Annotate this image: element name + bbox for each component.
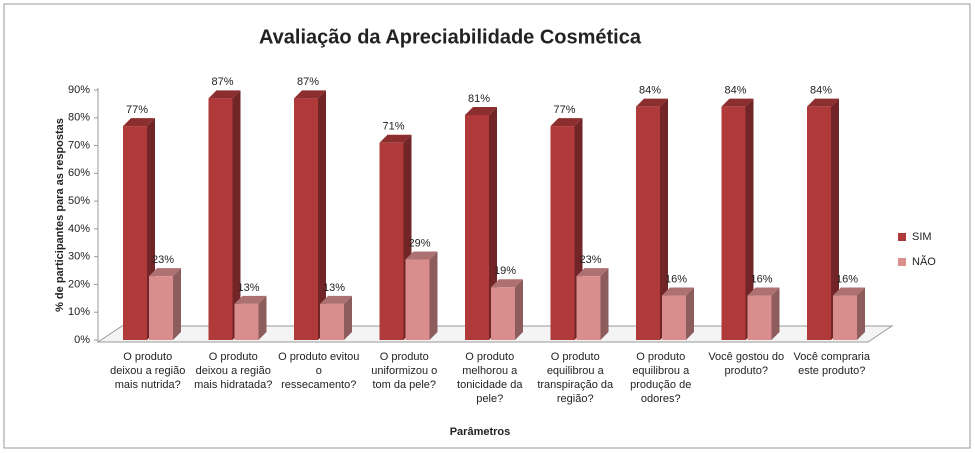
value-label: 87% xyxy=(211,76,233,88)
y-tick-label: 50% xyxy=(68,195,90,207)
chart-title: Avaliação da Apreciabilidade Cosmética xyxy=(259,26,642,48)
y-tick-label: 20% xyxy=(68,278,90,290)
bar-top xyxy=(747,287,780,296)
value-label: 29% xyxy=(408,237,430,249)
value-label: 16% xyxy=(665,273,687,285)
bar xyxy=(833,295,857,340)
value-label: 84% xyxy=(810,85,832,97)
bar xyxy=(379,142,404,340)
value-label: 23% xyxy=(579,254,601,266)
bar-side xyxy=(429,251,438,340)
y-tick-label: 40% xyxy=(68,223,90,235)
bar-side xyxy=(318,90,326,340)
bar-side xyxy=(600,268,609,340)
legend-swatch xyxy=(898,233,906,241)
y-tick-label: 10% xyxy=(68,306,90,318)
bar-side xyxy=(857,287,865,340)
bar-side xyxy=(232,90,241,340)
value-label: 77% xyxy=(126,104,148,116)
bar xyxy=(320,303,344,340)
bar xyxy=(491,287,515,340)
value-label: 77% xyxy=(553,104,575,116)
legend-swatch xyxy=(898,258,906,266)
value-label: 13% xyxy=(237,282,259,294)
bar-side xyxy=(831,98,839,341)
bar-top xyxy=(465,107,497,115)
value-label: 84% xyxy=(639,85,661,97)
x-tick-label: O produto deixou a região mais nutrida? xyxy=(110,351,186,391)
y-tick-label: 30% xyxy=(68,251,90,263)
y-tick-label: 90% xyxy=(68,84,90,96)
bar-side xyxy=(515,279,523,340)
bar-side xyxy=(745,98,754,341)
bar-top xyxy=(123,118,155,127)
x-tick-label: Você compraria este produto? xyxy=(793,351,870,377)
bar xyxy=(662,295,686,340)
legend-label: NÃO xyxy=(912,255,936,268)
bar-side xyxy=(258,295,267,340)
value-label: 84% xyxy=(724,85,746,97)
bar-top xyxy=(807,98,839,107)
bar-top xyxy=(550,118,583,127)
bar-top xyxy=(208,90,241,99)
bar xyxy=(149,276,173,340)
bar xyxy=(807,106,831,341)
value-label: 81% xyxy=(468,93,490,105)
bar xyxy=(721,106,746,341)
y-tick-label: 60% xyxy=(68,167,90,179)
bar-top xyxy=(320,295,352,304)
value-label: 16% xyxy=(836,273,858,285)
y-tick-label: 0% xyxy=(74,334,90,346)
bar-top xyxy=(149,268,181,277)
x-tick-label: Você gostou do produto? xyxy=(708,351,785,377)
x-tick-label: O produto deixou a região mais hidratada… xyxy=(194,351,273,391)
bar xyxy=(294,98,318,340)
bar-top xyxy=(379,134,412,143)
bar xyxy=(636,106,660,341)
value-label: 16% xyxy=(750,273,772,285)
bar xyxy=(550,126,575,340)
bar-top xyxy=(833,287,865,296)
y-axis-title: % de participantes para as respostas xyxy=(54,118,66,312)
value-label: 87% xyxy=(297,76,319,88)
bar-top xyxy=(576,268,609,277)
value-label: 71% xyxy=(382,121,404,133)
bar-side xyxy=(344,295,352,340)
bar-top xyxy=(636,98,668,107)
bar-side xyxy=(686,287,694,340)
bar xyxy=(465,115,489,340)
bar-top xyxy=(721,98,754,107)
bar-top xyxy=(234,295,267,304)
bar-side xyxy=(489,107,497,340)
bar-side xyxy=(173,268,181,340)
bar-side xyxy=(660,98,668,341)
bar-top xyxy=(662,287,694,296)
x-tick-label: O produto evitou o ressecamento? xyxy=(278,351,360,391)
bar xyxy=(123,126,147,340)
value-label: 13% xyxy=(323,282,345,294)
x-tick-label: O produto equilibrou a transpiração da r… xyxy=(537,351,614,405)
y-tick-label: 70% xyxy=(68,139,90,151)
bar-top xyxy=(491,279,523,288)
value-label: 23% xyxy=(152,254,174,266)
bar xyxy=(747,295,772,340)
y-tick-label: 80% xyxy=(68,112,90,124)
bar-top xyxy=(405,251,438,260)
bar-side xyxy=(771,287,780,340)
bar xyxy=(208,98,233,340)
x-tick-label: O produto melhorou a tonicidade da pele? xyxy=(457,351,523,405)
legend-label: SIM xyxy=(912,231,932,243)
value-label: 19% xyxy=(494,265,516,277)
x-tick-label: O produto uniformizou o tom da pele? xyxy=(371,351,438,391)
x-axis-title: Parâmetros xyxy=(450,426,511,438)
x-tick-label: O produto equilibrou a produção de odore… xyxy=(630,351,692,405)
bar xyxy=(576,276,601,340)
bar xyxy=(234,303,259,340)
bar xyxy=(405,259,430,340)
bar-top xyxy=(294,90,326,99)
